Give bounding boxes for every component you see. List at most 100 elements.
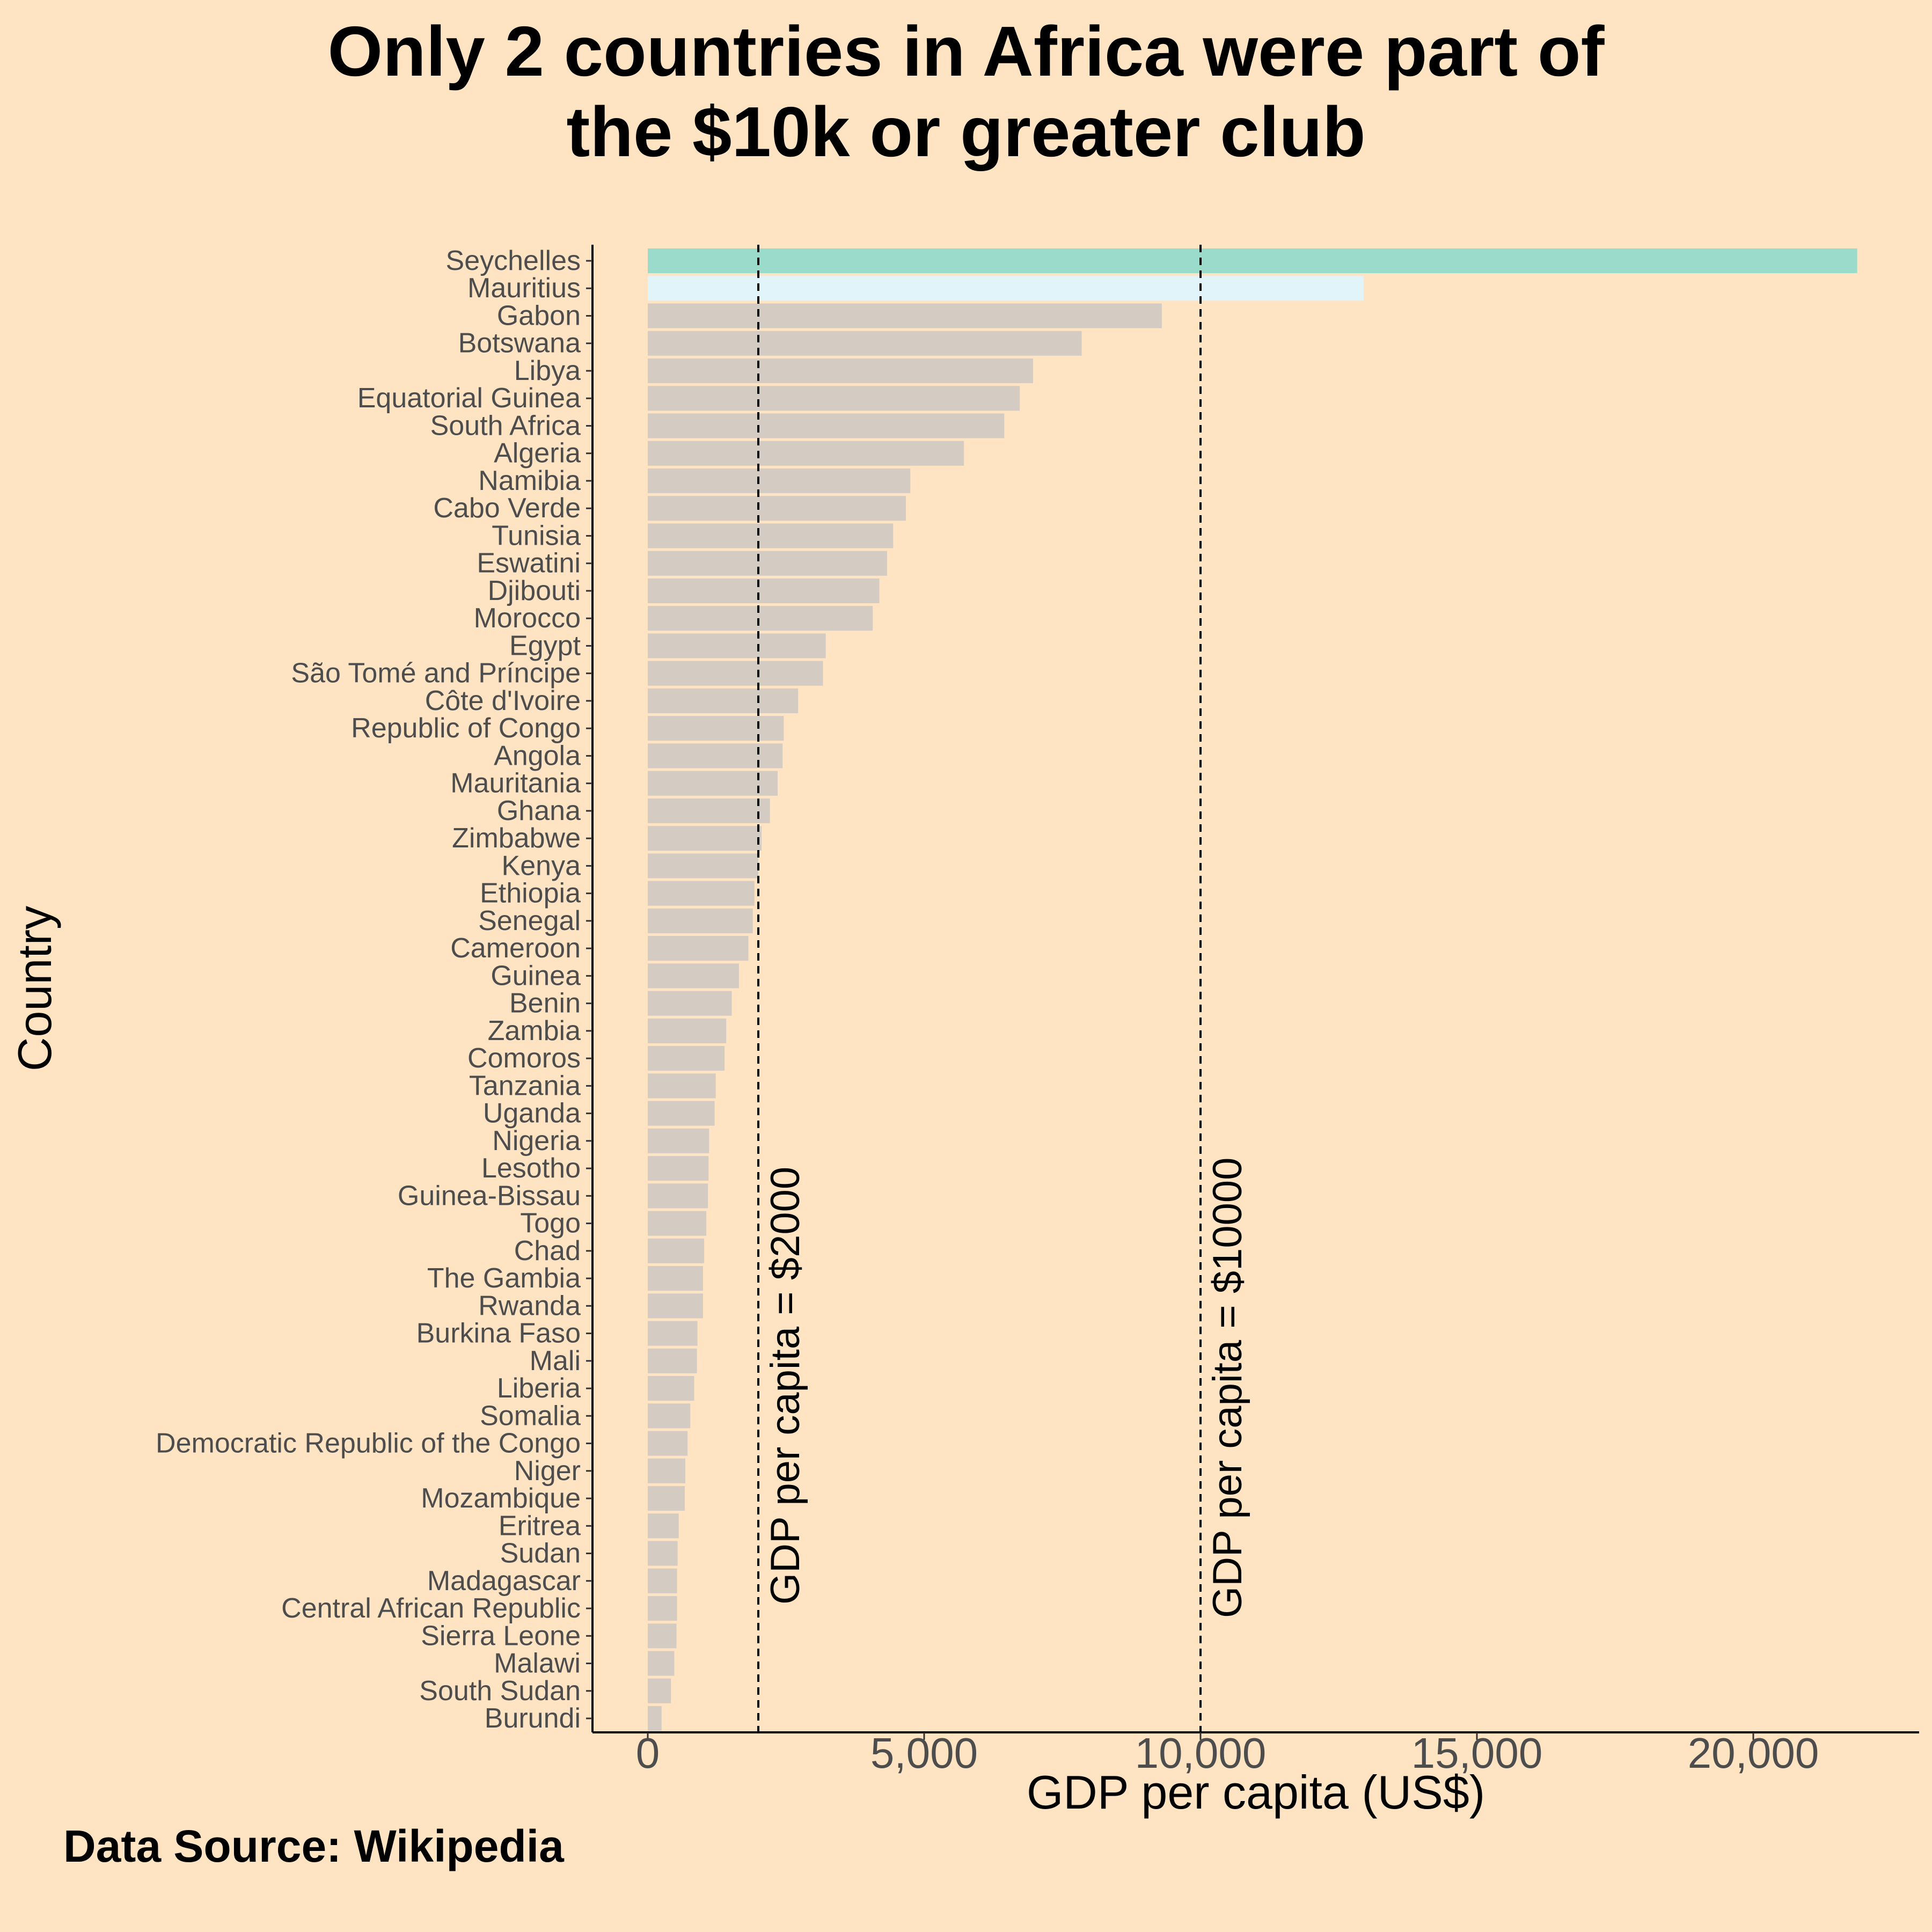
bar-kenya xyxy=(648,853,758,879)
bar-algeria xyxy=(648,441,964,466)
y-tick-label: Central African Republic xyxy=(281,1593,581,1624)
bar-libya xyxy=(648,358,1033,384)
bar-sudan xyxy=(648,1541,678,1566)
y-tick-label: Rwanda xyxy=(478,1290,581,1321)
bar-equatorial-guinea xyxy=(648,386,1020,411)
bar-guinea-bissau xyxy=(648,1183,708,1209)
y-tick-label: Democratic Republic of the Congo xyxy=(156,1428,581,1459)
x-ticks-group: 0 5,000 10,000 15,000 20,000 xyxy=(636,1729,1819,1777)
y-tick-label: Nigeria xyxy=(492,1125,581,1157)
y-tick-label: Ghana xyxy=(497,795,581,826)
y-tick-label: Eswatini xyxy=(477,548,581,579)
bar-somalia xyxy=(648,1403,691,1429)
y-ticks-group: SeychellesMauritiusGabonBotswanaLibyaEqu… xyxy=(156,245,592,1734)
bar-seychelles xyxy=(648,248,1857,274)
y-tick-label: Namibia xyxy=(478,465,581,496)
bar-the-gambia xyxy=(648,1266,703,1291)
y-tick-label: Gabon xyxy=(497,300,581,331)
bar-gabon xyxy=(648,303,1162,328)
bar-namibia xyxy=(648,468,911,494)
y-tick-label: Madagascar xyxy=(427,1565,581,1597)
bar-mauritania xyxy=(648,771,778,796)
bar-ghana xyxy=(648,798,770,823)
x-tick-label: 10,000 xyxy=(1135,1729,1267,1777)
bar-senegal xyxy=(648,908,753,933)
y-tick-label: Mali xyxy=(530,1345,581,1377)
y-tick-label: Kenya xyxy=(502,850,581,881)
y-tick-label: Botswana xyxy=(458,328,581,359)
y-tick-label: Guinea xyxy=(491,960,581,991)
y-tick-label: Zambia xyxy=(488,1015,581,1046)
y-tick-label: Burundi xyxy=(485,1703,581,1734)
bar-niger xyxy=(648,1458,686,1483)
y-tick-label: Cameroon xyxy=(450,933,581,964)
bar-rwanda xyxy=(648,1293,703,1319)
bar-liberia xyxy=(648,1375,694,1401)
bar-mauritius xyxy=(648,276,1364,301)
bars-group xyxy=(648,248,1857,1731)
bar-mali xyxy=(648,1348,697,1373)
y-tick-label: Equatorial Guinea xyxy=(357,383,581,414)
data-source-caption: Data Source: Wikipedia xyxy=(63,1821,564,1871)
bar-zambia xyxy=(648,1018,727,1043)
y-tick-label: Malawi xyxy=(494,1648,581,1679)
bar-south-africa xyxy=(648,413,1005,438)
y-tick-label: Morocco xyxy=(474,603,581,634)
y-tick-label: Angola xyxy=(494,740,581,771)
bar-malawi xyxy=(648,1651,675,1676)
bar-south-sudan xyxy=(648,1678,671,1703)
reference-lines-group: GDP per capita = $2000 GDP per capita = $… xyxy=(757,245,1250,1732)
y-tick-label: Benin xyxy=(509,988,581,1019)
y-tick-label: Uganda xyxy=(483,1098,581,1129)
bar-tunisia xyxy=(648,523,894,548)
bar-benin xyxy=(648,991,732,1016)
bar-sierra-leone xyxy=(648,1623,677,1649)
bar-central-african-republic xyxy=(648,1596,677,1621)
bar-cameroon xyxy=(648,936,749,961)
x-axis-title: GDP per capita (US$) xyxy=(1027,1766,1485,1819)
bar-cabo-verde xyxy=(648,496,906,521)
y-tick-label: Republic of Congo xyxy=(351,713,581,744)
y-tick-label: South Africa xyxy=(430,410,581,441)
y-tick-label: Niger xyxy=(514,1455,581,1487)
y-tick-label: Sudan xyxy=(500,1538,581,1569)
bar-burundi xyxy=(648,1706,662,1731)
y-tick-label: Côte d'Ivoire xyxy=(425,685,581,716)
y-tick-label: Eritrea xyxy=(499,1510,581,1541)
y-tick-label: Tanzania xyxy=(469,1070,581,1101)
y-tick-label: Lesotho xyxy=(481,1153,581,1184)
reference-line-label: GDP per capita = $2000 xyxy=(763,1167,808,1605)
y-tick-label: Seychelles xyxy=(446,245,581,276)
bar-togo xyxy=(648,1211,707,1236)
bar-cote-d-ivoire xyxy=(648,688,799,713)
y-tick-label: Ethiopia xyxy=(480,878,581,909)
y-tick-label: Togo xyxy=(520,1208,581,1239)
y-tick-label: Cabo Verde xyxy=(433,493,581,524)
bar-tanzania xyxy=(648,1073,716,1099)
x-tick-label: 15,000 xyxy=(1411,1729,1543,1777)
reference-line-label: GDP per capita = $10000 xyxy=(1205,1158,1250,1618)
y-tick-label: South Sudan xyxy=(419,1675,581,1707)
bar-lesotho xyxy=(648,1156,709,1181)
y-axis-title: Country xyxy=(8,906,61,1071)
bar-republic-of-congo xyxy=(648,716,784,741)
y-tick-label: Algeria xyxy=(494,438,581,469)
y-tick-label: Sierra Leone xyxy=(421,1620,581,1651)
y-tick-label: Somalia xyxy=(480,1400,581,1431)
bar-angola xyxy=(648,743,783,769)
bar-zimbabwe xyxy=(648,826,762,851)
bar-comoros xyxy=(648,1046,725,1071)
bar-eritrea xyxy=(648,1513,679,1539)
y-tick-label: Comoros xyxy=(467,1043,581,1074)
bar-egypt xyxy=(648,633,826,658)
bar-uganda xyxy=(648,1101,715,1126)
bar-djibouti xyxy=(648,578,880,604)
y-tick-label: Burkina Faso xyxy=(416,1318,581,1349)
y-tick-label: Egypt xyxy=(509,630,581,661)
y-tick-label: Chad xyxy=(514,1235,581,1267)
y-tick-label: Senegal xyxy=(478,905,581,936)
y-tick-label: The Gambia xyxy=(427,1263,581,1294)
y-tick-label: Mozambique xyxy=(421,1483,581,1514)
bar-eswatini xyxy=(648,551,887,576)
